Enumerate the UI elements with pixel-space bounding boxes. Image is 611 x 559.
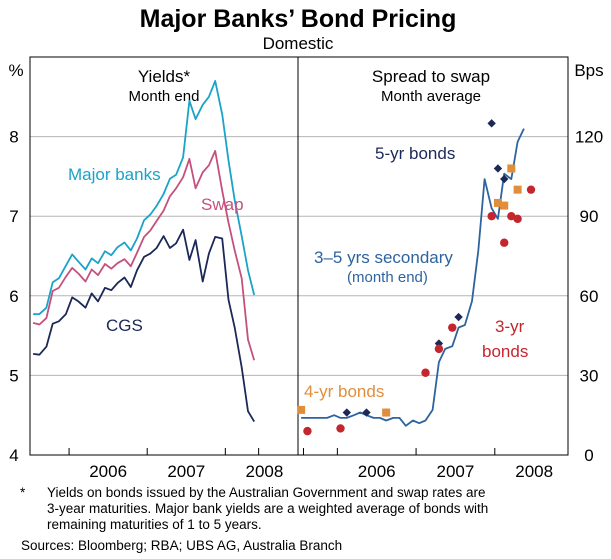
x-label-left-1: 2007 [167, 462, 205, 481]
footnote-line1: Yields on bonds issued by the Australian… [47, 485, 486, 500]
marker-3-yr-bonds-2 [421, 368, 430, 377]
chart-background [0, 0, 611, 490]
marker-4-yr-bonds-0 [297, 405, 306, 414]
x-label-left-2: 2008 [245, 462, 283, 481]
marker-3-yr-bonds-6 [500, 238, 509, 247]
marker-3-yr-bonds-4 [448, 323, 457, 332]
marker-5-yr-bonds-7 [500, 174, 509, 184]
marker-4-yr-bonds-5 [513, 185, 522, 194]
marker-3-yr-bonds-1 [336, 424, 345, 433]
marker-4-yr-bonds-3 [500, 201, 509, 210]
y-tick-left-4: 8 [9, 128, 18, 147]
label-swap: Swap [201, 195, 244, 214]
y-tick-right-2: 60 [580, 287, 599, 306]
y-tick-left-2: 6 [9, 287, 18, 306]
marker-3-yr-bonds-8 [513, 214, 522, 224]
marker-4-yr-bonds-1 [382, 408, 391, 417]
y-tick-right-4: 120 [575, 128, 603, 147]
right-panel-subtitle: Month average [381, 88, 481, 105]
marker-5-yr-bonds-0 [342, 408, 352, 417]
x-label-right-1: 2007 [437, 462, 475, 481]
label-cgs: CGS [106, 316, 143, 335]
x-label-right-2: 2008 [515, 462, 553, 481]
x-tick-labels: 2006 2007 2008 2006 2007 2008 [89, 462, 553, 481]
y-tick-left-0: 4 [9, 446, 18, 465]
series-markers [297, 119, 536, 436]
marker-5-yr-bonds-6 [493, 164, 503, 173]
marker-5-yr-bonds-1 [362, 408, 371, 417]
y-tick-left-3: 7 [9, 207, 18, 226]
marker-5-yr-bonds-4 [454, 312, 463, 322]
footnote-star: * [20, 485, 26, 500]
chart: Major Banks’ Bond Pricing Domestic % Bps… [0, 0, 611, 490]
marker-3-yr-bonds-5 [487, 212, 496, 221]
y-tick-right-1: 30 [580, 366, 599, 385]
marker-3-yr-bonds-0 [303, 426, 312, 436]
left-axis-unit: % [8, 61, 23, 80]
y-tick-left-1: 5 [9, 366, 18, 385]
marker-4-yr-bonds-4 [507, 164, 516, 173]
left-panel-subtitle: Month end [129, 88, 200, 105]
label-secondary-line1: 3–5 yrs secondary [314, 248, 453, 267]
y-tick-labels: 4 5 6 7 8 0 30 60 90 120 [9, 128, 603, 465]
y-tick-right-3: 90 [580, 207, 599, 226]
right-axis-unit: Bps [574, 61, 603, 80]
gridlines [30, 136, 568, 376]
footnote-line3: remaining maturities of 1 to 5 years. [47, 517, 262, 532]
marker-5-yr-bonds-5 [487, 119, 496, 128]
label-3yr-line2: bonds [482, 342, 528, 361]
line-3-5yr-secondary [301, 128, 525, 427]
chart-title: Major Banks’ Bond Pricing [140, 5, 457, 33]
line-major-banks [33, 80, 256, 316]
line-swap [32, 149, 256, 361]
label-5yr-bonds: 5-yr bonds [375, 144, 455, 163]
label-secondary-line2: (month end) [347, 269, 428, 286]
right-panel-title: Spread to swap [372, 67, 490, 86]
x-label-left-0: 2006 [89, 462, 127, 481]
marker-3-yr-bonds-9 [526, 185, 536, 194]
label-3yr-line1: 3-yr [495, 317, 525, 336]
plot-frame [29, 56, 569, 456]
chart-subtitle: Domestic [263, 34, 334, 53]
marker-4-yr-bonds-2 [493, 198, 502, 207]
axis-ticks [68, 448, 496, 455]
marker-3-yr-bonds-3 [434, 344, 444, 354]
label-4yr-bonds: 4-yr bonds [304, 382, 384, 401]
left-panel-title: Yields* [138, 67, 191, 86]
label-major-banks: Major banks [68, 165, 161, 184]
x-label-right-0: 2006 [358, 462, 396, 481]
y-tick-right-0: 0 [584, 446, 593, 465]
marker-3-yr-bonds-7 [507, 212, 516, 221]
series-lines [32, 80, 525, 427]
footnote-sources: Sources: Bloomberg; RBA; UBS AG, Austral… [21, 538, 343, 553]
footnote-line2: 3-year maturities. Major bank yields are… [47, 501, 489, 516]
line-cgs [32, 228, 255, 423]
